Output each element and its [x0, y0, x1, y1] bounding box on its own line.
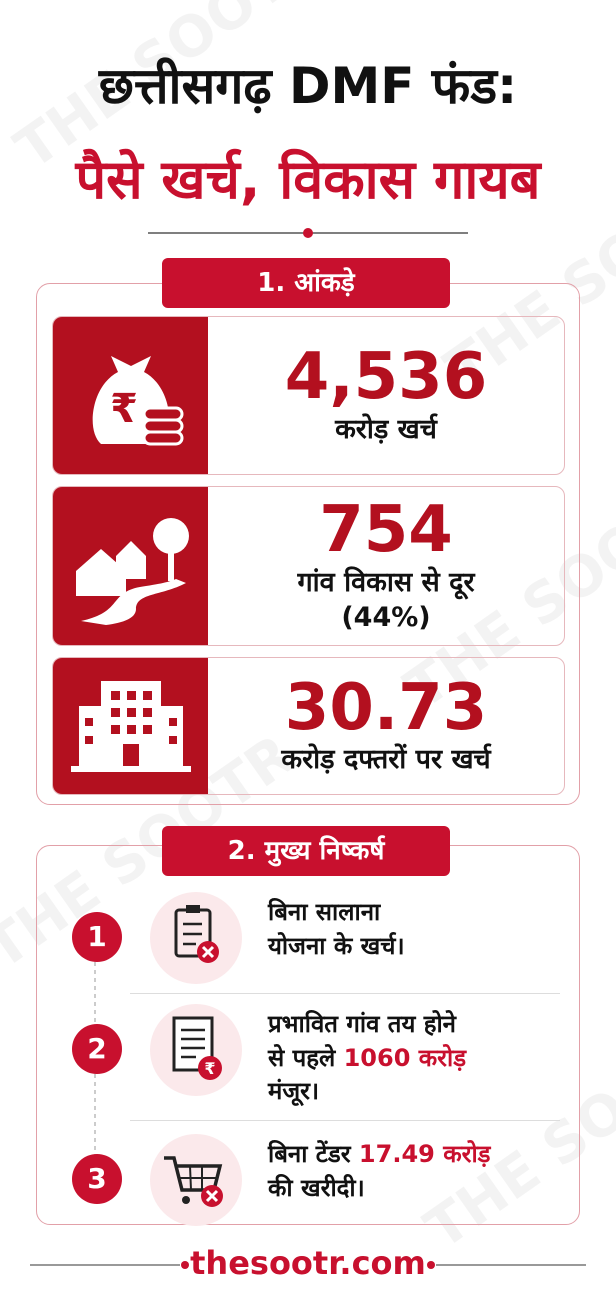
finding-row: 1 बिना सालाना योजना के खर्च। — [52, 890, 565, 1010]
finding-number: 2 — [72, 1024, 122, 1074]
finding-part: से पहले — [268, 1043, 344, 1072]
footer-rule — [30, 1261, 586, 1269]
title: छत्तीसगढ़ DMF फंड: — [98, 57, 518, 115]
svg-text:₹: ₹ — [110, 386, 138, 432]
footer-site: thesootr.com — [190, 1244, 426, 1282]
finding-row: 3 बिना टेंडर 17.49 करोड़ की खरीदी। — [52, 1132, 565, 1252]
separator — [130, 993, 560, 994]
finding-part: योजना के खर्च। — [268, 931, 405, 960]
finding-part: मंजूर। — [268, 1077, 320, 1106]
section-heading: 1. आंकड़े — [162, 258, 450, 308]
finding-line: मंजूर। — [268, 1075, 466, 1109]
finding-part: 1060 करोड़ — [343, 1043, 467, 1072]
title: पैसे खर्च, विकास गायब — [75, 148, 541, 211]
stat-card: 754 गांव विकास से दूर (44%) — [52, 486, 565, 646]
stat-label: (44%) — [341, 601, 431, 633]
finding-icon: ₹ — [150, 1004, 242, 1096]
finding-part: प्रभावित गांव तय होने — [268, 1010, 457, 1038]
stat-value: 754 — [319, 493, 453, 568]
stat-label: करोड़ खर्च — [335, 413, 437, 445]
icon — [53, 658, 208, 794]
stat-value: 30.73 — [284, 670, 488, 745]
finding-text: प्रभावित गांव तय होने से पहले 1060 करोड़ म… — [268, 1008, 466, 1109]
finding-line: बिना टेंडर 17.49 करोड़ — [268, 1138, 491, 1172]
finding-part: बिना टेंडर — [268, 1140, 359, 1168]
divider — [148, 228, 468, 238]
finding-line: योजना के खर्च। — [268, 930, 405, 964]
finding-text: बिना टेंडर 17.49 करोड़ की खरीदी। — [268, 1138, 491, 1205]
finding-part: 17.49 करोड़ — [358, 1140, 491, 1168]
finding-text: बिना सालाना योजना के खर्च। — [268, 896, 405, 963]
finding-line: बिना सालाना — [268, 896, 405, 930]
svg-text:₹: ₹ — [204, 1059, 215, 1078]
finding-number: 1 — [72, 912, 122, 962]
finding-part: बिना सालाना — [268, 898, 381, 926]
stat-card: ₹ 4,536 करोड़ खर्च — [52, 316, 565, 475]
stat-label: गांव विकास से दूर — [297, 566, 475, 598]
icon — [53, 487, 208, 645]
finding-icon — [150, 892, 242, 984]
stat-label: करोड़ दफ्तरों पर खर्च — [281, 744, 491, 776]
stat-card: 30.73 करोड़ दफ्तरों पर खर्च — [52, 657, 565, 795]
finding-line: से पहले 1060 करोड़ — [268, 1042, 466, 1076]
finding-line: की खरीदी। — [268, 1172, 491, 1206]
finding-icon — [150, 1134, 242, 1226]
icon: ₹ — [53, 317, 208, 474]
finding-line: प्रभावित गांव तय होने — [268, 1008, 466, 1042]
separator — [130, 1120, 560, 1121]
section-heading: 2. मुख्य निष्कर्ष — [162, 826, 450, 876]
stat-value: 4,536 — [284, 340, 488, 415]
finding-row: 2 ₹ प्रभावित गांव तय होने से पहले 1060 करोड… — [52, 1002, 565, 1122]
finding-part: की खरीदी। — [268, 1173, 365, 1202]
finding-number: 3 — [72, 1154, 122, 1204]
